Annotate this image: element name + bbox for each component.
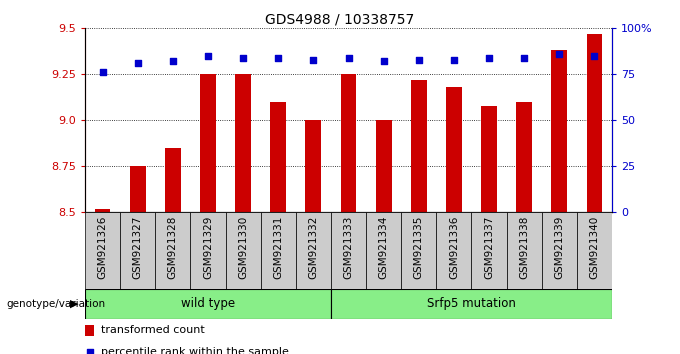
Point <box>167 59 178 64</box>
Bar <box>577 212 612 289</box>
Text: GSM921334: GSM921334 <box>379 216 389 279</box>
Text: percentile rank within the sample: percentile rank within the sample <box>101 347 289 354</box>
Bar <box>165 148 181 212</box>
Bar <box>481 105 497 212</box>
Bar <box>411 80 426 212</box>
Bar <box>200 74 216 212</box>
Bar <box>376 120 392 212</box>
Text: GSM921333: GSM921333 <box>343 216 354 279</box>
Text: ▶: ▶ <box>70 298 78 309</box>
Bar <box>120 212 155 289</box>
Bar <box>226 212 260 289</box>
Bar <box>260 212 296 289</box>
Text: GSM921335: GSM921335 <box>413 216 424 279</box>
Text: GSM921326: GSM921326 <box>97 216 107 279</box>
Point <box>273 55 284 61</box>
Text: genotype/variation: genotype/variation <box>7 298 106 309</box>
Point <box>308 57 319 62</box>
Bar <box>305 120 321 212</box>
Bar <box>130 166 146 212</box>
Bar <box>85 289 331 319</box>
Bar <box>341 74 356 212</box>
Point <box>519 55 530 61</box>
Text: GSM921336: GSM921336 <box>449 216 459 279</box>
Bar <box>95 209 110 212</box>
Text: GSM921337: GSM921337 <box>484 216 494 279</box>
Text: GSM921330: GSM921330 <box>238 216 248 279</box>
Text: GSM921327: GSM921327 <box>133 216 143 279</box>
Point <box>132 61 143 66</box>
Bar <box>271 102 286 212</box>
Text: wild type: wild type <box>181 297 235 310</box>
Bar <box>401 212 437 289</box>
Bar <box>85 212 120 289</box>
Text: GSM921328: GSM921328 <box>168 216 178 279</box>
Bar <box>331 212 366 289</box>
Text: GSM921340: GSM921340 <box>590 216 600 279</box>
Bar <box>551 50 567 212</box>
Bar <box>155 212 190 289</box>
Point <box>97 70 108 75</box>
Point <box>378 59 389 64</box>
Bar <box>85 325 95 336</box>
Point <box>413 57 424 62</box>
Text: GSM921331: GSM921331 <box>273 216 284 279</box>
Text: GSM921338: GSM921338 <box>519 216 529 279</box>
Bar <box>507 212 542 289</box>
Bar <box>471 212 507 289</box>
Text: GDS4988 / 10338757: GDS4988 / 10338757 <box>265 12 415 27</box>
Bar <box>190 212 226 289</box>
Point <box>554 51 564 57</box>
Bar <box>587 34 602 212</box>
Bar <box>437 212 471 289</box>
Bar <box>366 212 401 289</box>
Point <box>483 55 494 61</box>
Text: GSM921329: GSM921329 <box>203 216 213 279</box>
Point <box>238 55 249 61</box>
Bar <box>296 212 331 289</box>
Text: transformed count: transformed count <box>101 325 205 336</box>
Point <box>449 57 460 62</box>
Bar <box>542 212 577 289</box>
Text: Srfp5 mutation: Srfp5 mutation <box>427 297 516 310</box>
Bar <box>446 87 462 212</box>
Bar <box>516 102 532 212</box>
Point <box>589 53 600 59</box>
Point <box>84 349 95 354</box>
Text: GSM921332: GSM921332 <box>308 216 318 279</box>
Bar <box>331 289 612 319</box>
Point <box>343 55 354 61</box>
Point <box>203 53 214 59</box>
Text: GSM921339: GSM921339 <box>554 216 564 279</box>
Bar <box>235 74 251 212</box>
